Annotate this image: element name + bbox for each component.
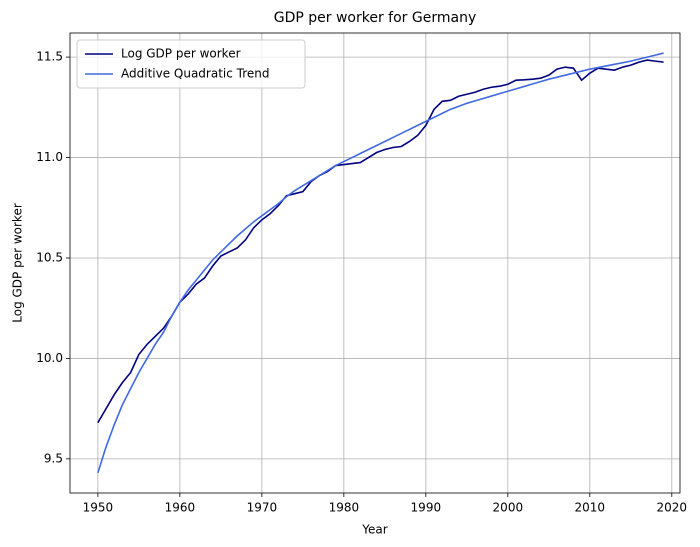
line-series (97, 59, 664, 424)
y-tick-label: 10.5 (36, 250, 63, 264)
plot-frame (69, 32, 681, 494)
x-tick-label: 1970 (247, 501, 278, 515)
x-tick-label: 1960 (165, 501, 196, 515)
x-tick-label: 2020 (657, 501, 688, 515)
x-tick-label: 2010 (575, 501, 606, 515)
legend-box (76, 39, 306, 89)
line-series (97, 52, 664, 474)
y-tick-label: 9.5 (44, 451, 63, 465)
y-tick-label: 10.0 (36, 351, 63, 365)
x-tick-label: 1950 (83, 501, 114, 515)
x-tick-label: 2000 (493, 501, 524, 515)
x-axis-label: Year (361, 523, 387, 537)
legend-label: Log GDP per worker (121, 47, 241, 61)
y-tick-label: 11.0 (36, 150, 63, 164)
x-tick-label: 1990 (411, 501, 442, 515)
chart-title: GDP per worker for Germany (274, 10, 476, 26)
y-tick-label: 11.5 (36, 50, 63, 64)
x-tick-label: 1980 (329, 501, 360, 515)
y-axis-label: Log GDP per worker (11, 203, 25, 323)
legend-label: Additive Quadratic Trend (121, 67, 270, 81)
